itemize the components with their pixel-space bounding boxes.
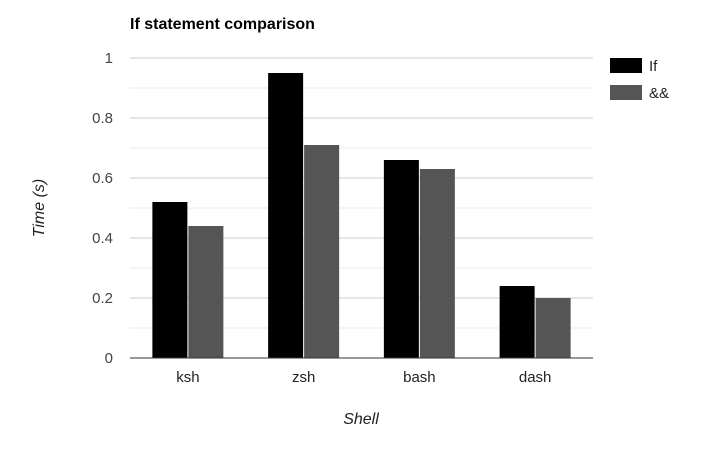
legend-swatch	[610, 58, 642, 73]
y-axis-label: Time (s)	[31, 179, 48, 238]
y-tick-label: 1	[105, 50, 113, 67]
x-tick-label: bash	[403, 369, 436, 386]
bar-dash-series-1[interactable]	[499, 286, 535, 358]
x-axis-label: Shell	[343, 411, 379, 428]
legend[interactable]: If &&	[610, 58, 669, 102]
axes: 0 0.2 0.4 0.6 0.8 1 ksh zsh bash dash	[92, 50, 593, 386]
chart-title: If statement comparison	[130, 16, 315, 33]
bar-bash-series-2[interactable]	[419, 169, 455, 358]
y-tick-label: 0.2	[92, 290, 113, 307]
x-tick-label: zsh	[292, 369, 315, 386]
x-tick-label: dash	[519, 369, 552, 386]
legend-swatch	[610, 85, 642, 100]
bars	[152, 73, 571, 358]
legend-label: If	[649, 58, 658, 75]
bar-dash-series-2[interactable]	[535, 298, 571, 358]
y-tick-label: 0.4	[92, 230, 113, 247]
y-tick-label: 0.6	[92, 170, 113, 187]
x-tick-label: ksh	[176, 369, 199, 386]
legend-label: &&	[649, 85, 669, 102]
bar-ksh-series-1[interactable]	[152, 202, 188, 358]
bar-zsh-series-2[interactable]	[304, 145, 340, 358]
y-tick-label: 0.8	[92, 110, 113, 127]
bar-zsh-series-1[interactable]	[268, 73, 304, 358]
bar-ksh-series-2[interactable]	[188, 226, 224, 358]
y-tick-label: 0	[105, 350, 113, 367]
bar-bash-series-1[interactable]	[383, 160, 419, 358]
